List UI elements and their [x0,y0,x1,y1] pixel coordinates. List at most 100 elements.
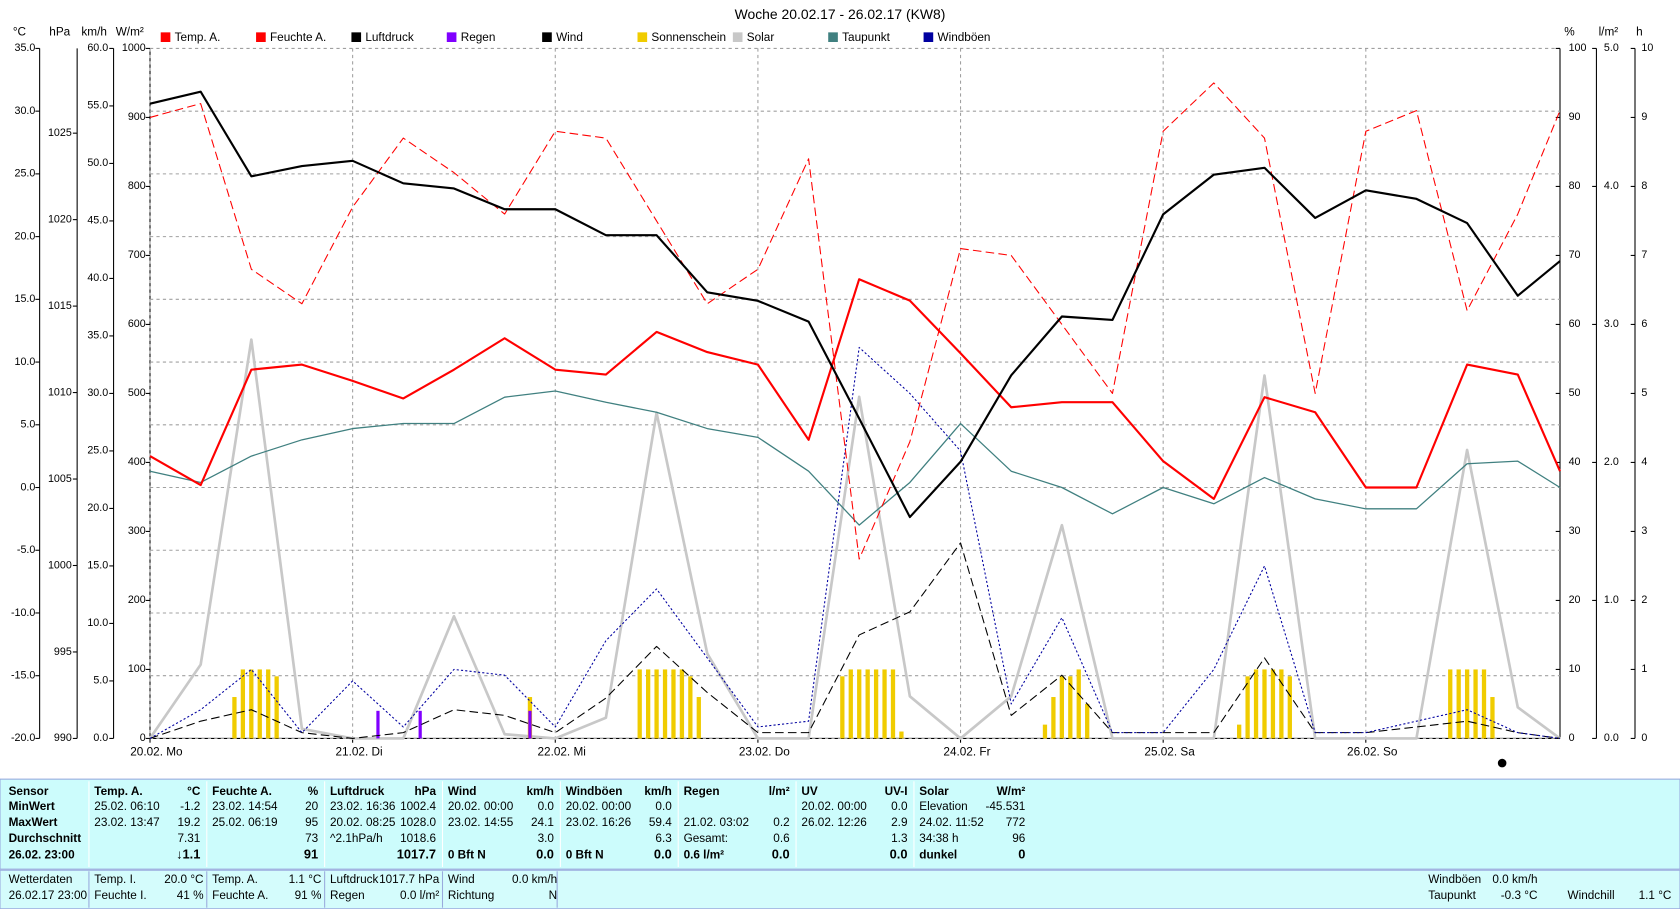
panel-value: 1028.0 [400,816,436,829]
y-tick-label: 20.0 [15,230,36,242]
panel-header: Regen [684,785,720,798]
current-label: Luftdruck [330,873,379,886]
current-value: 0.0 km/h [1492,873,1537,886]
legend-label: Taupunkt [842,31,890,44]
y-tick-label: -5.0 [17,544,35,556]
y-tick-label: 500 [128,387,146,399]
panel-header: Sensor [9,785,49,798]
bar [257,669,262,739]
y-tick-label: 35.0 [87,330,108,342]
current-value: 1.1 °C [289,873,322,886]
bar [654,669,659,739]
panel-unit: W/m² [997,785,1026,798]
y-tick-label: 100 [1569,42,1587,54]
legend-label: Solar [747,31,775,44]
legend-label: Regen [461,31,496,44]
bar [1456,669,1461,739]
panel-unit: % [308,785,319,798]
y-tick-label: 100 [128,663,146,675]
axis-unit-label: hPa [49,25,70,38]
panel-value: 0 [1018,847,1025,862]
panel-header: Feuchte A. [212,785,272,798]
panel-cell: dunkel [919,848,957,861]
y-tick-label: 8 [1641,180,1647,192]
bar [857,669,862,739]
panel-cell: MinWert [9,800,55,813]
bar [688,676,693,739]
bar [1085,703,1090,739]
y-tick-label: 50 [1569,387,1581,399]
bar [1076,669,1081,739]
bar [637,669,642,739]
panel-value: 0.0 [654,847,672,862]
y-tick-label: 45.0 [87,215,108,227]
y-tick-label: 10.0 [87,617,108,629]
y-tick-label: 0 [1569,732,1575,744]
bar [1253,669,1259,739]
legend-label: Luftdruck [365,31,414,44]
bar [646,669,651,739]
series-line [148,338,1561,740]
y-tick-label: -20.0 [11,732,35,744]
y-tick-label: 900 [128,111,146,123]
y-tick-label: 10 [1641,42,1653,54]
x-tick-label: 20.02. Mo [130,745,183,758]
current-value: 1017.7 hPa [379,873,440,886]
bar [1262,669,1267,739]
y-tick-label: 1025 [48,127,72,139]
y-tick-label: 25.0 [87,445,108,457]
y-tick-label: 4 [1641,456,1647,468]
legend-label: Sonnenschein [651,31,726,44]
y-tick-label: 1020 [48,213,72,225]
y-tick-label: 3.0 [1604,318,1619,330]
panel-value: 0.0 [890,847,908,862]
current-label: Taupunkt [1428,889,1476,902]
legend-label: Temp. A. [175,31,221,44]
bar [671,669,676,739]
bar [890,669,896,739]
panel-value: 73 [305,832,319,845]
axis-unit-label: % [1564,25,1575,38]
current-label: Regen [330,889,365,902]
y-tick-label: 300 [128,525,146,537]
panel-value: 24.1 [531,816,554,829]
y-tick-label: 1005 [48,473,72,485]
y-tick-label: 0.0 [1604,732,1619,744]
y-tick-label: 1.0 [1604,594,1619,606]
bar [662,669,668,739]
now-marker [1497,758,1507,768]
panel-unit: km/h [526,785,553,798]
panel-header: Wind [448,785,477,798]
bar [1473,669,1478,739]
panel-value: 0.0 [772,847,790,862]
panel-cell: 20.02. 00:00 [448,800,514,813]
y-tick-label: -15.0 [11,670,35,682]
bar [266,669,271,739]
panel-cell: ^2.1hPa/h [330,832,383,845]
axis-unit-label: km/h [81,25,106,38]
current-label: Temp. I. [94,873,136,886]
panel-value: 2.9 [891,816,907,829]
legend-swatch [923,32,934,42]
panel-header: Windböen [566,785,623,798]
y-tick-label: 25.0 [15,168,36,180]
y-tick-label: 40.0 [87,272,108,284]
panel-header: Luftdruck [330,785,385,798]
panel-value: 59.4 [649,816,672,829]
current-label: Windchill [1568,889,1615,902]
panel-value: -1.2 [180,800,200,813]
summary-background [0,778,1680,870]
panel-value: 1.3 [891,832,908,845]
panel-cell: 23.02. 13:47 [94,816,159,829]
current-value: N [549,889,558,902]
panel-cell: 23.02. 16:36 [330,800,396,813]
bar [1490,697,1495,739]
bar [1051,697,1056,739]
panel-cell: Elevation [919,800,967,813]
panel-cell: MaxWert [9,816,58,829]
y-tick-label: 995 [54,646,72,658]
y-tick-label: 5.0 [1604,42,1619,54]
y-tick-label: 3 [1641,525,1647,537]
panel-header: UV [801,785,817,798]
